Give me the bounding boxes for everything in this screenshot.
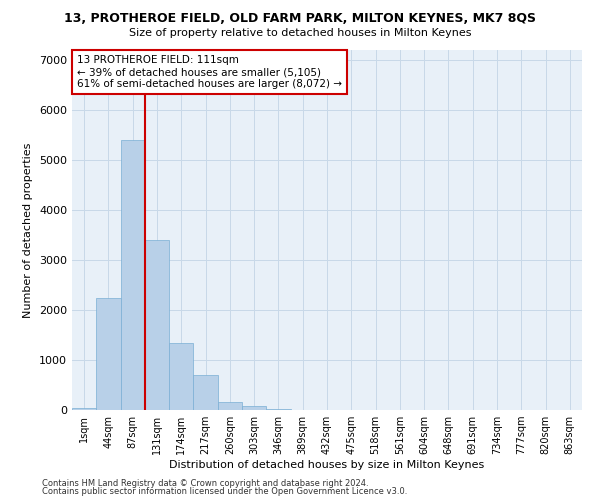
X-axis label: Distribution of detached houses by size in Milton Keynes: Distribution of detached houses by size … bbox=[169, 460, 485, 470]
Bar bbox=[96, 298, 121, 410]
Bar bbox=[72, 408, 96, 410]
Y-axis label: Number of detached properties: Number of detached properties bbox=[23, 142, 34, 318]
Text: Contains HM Land Registry data © Crown copyright and database right 2024.: Contains HM Land Registry data © Crown c… bbox=[42, 478, 368, 488]
Bar bbox=[193, 375, 218, 410]
Bar bbox=[169, 342, 193, 410]
Text: Contains public sector information licensed under the Open Government Licence v3: Contains public sector information licen… bbox=[42, 487, 407, 496]
Bar bbox=[145, 240, 169, 410]
Bar bbox=[218, 402, 242, 410]
Bar bbox=[266, 408, 290, 410]
Text: 13, PROTHEROE FIELD, OLD FARM PARK, MILTON KEYNES, MK7 8QS: 13, PROTHEROE FIELD, OLD FARM PARK, MILT… bbox=[64, 12, 536, 26]
Bar bbox=[242, 406, 266, 410]
Bar bbox=[121, 140, 145, 410]
Text: 13 PROTHEROE FIELD: 111sqm
← 39% of detached houses are smaller (5,105)
61% of s: 13 PROTHEROE FIELD: 111sqm ← 39% of deta… bbox=[77, 56, 342, 88]
Text: Size of property relative to detached houses in Milton Keynes: Size of property relative to detached ho… bbox=[129, 28, 471, 38]
